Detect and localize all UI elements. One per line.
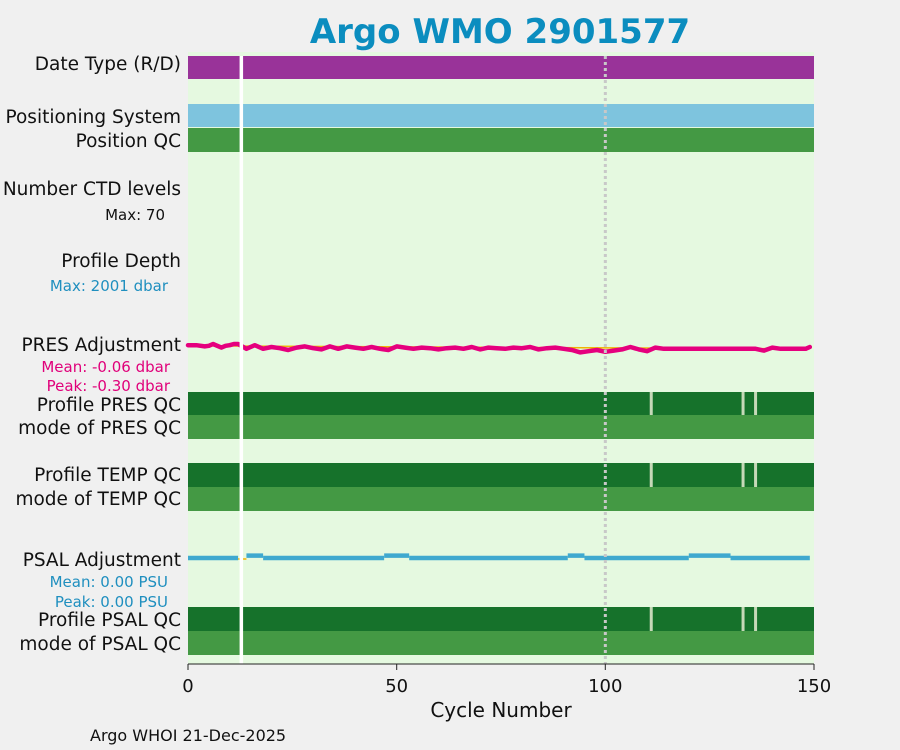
x-tick-label-150: 150 bbox=[797, 676, 831, 697]
profile-psal-qc-flag-136 bbox=[754, 607, 758, 631]
x-tick-label-50: 50 bbox=[385, 676, 408, 697]
panel-bars bbox=[188, 56, 814, 655]
row-label-psal-adjustment: PSAL Adjustment bbox=[23, 550, 181, 571]
positioning-band bbox=[188, 104, 814, 127]
footer-credit: Argo WHOI 21-Dec-2025 bbox=[90, 726, 286, 745]
x-tick-label-0: 0 bbox=[182, 676, 193, 697]
row-label-position-qc: Position QC bbox=[76, 131, 181, 152]
position-qc-band bbox=[188, 128, 814, 152]
row-label-profile-pres-qc: Profile PRES QC bbox=[37, 395, 181, 416]
row-label-positioning-system: Positioning System bbox=[5, 107, 181, 128]
row-label-mode-temp-qc: mode of TEMP QC bbox=[15, 489, 181, 510]
row-label-profile-depth: Profile Depth bbox=[61, 251, 181, 272]
profile-pres-qc-flag-133 bbox=[741, 392, 745, 415]
profile-pres-qc-flag-136 bbox=[754, 392, 758, 415]
profile-psal-qc-flag-133 bbox=[741, 607, 745, 631]
profile-temp-qc-band bbox=[188, 463, 814, 487]
row-label-mode-pres-qc: mode of PRES QC bbox=[18, 418, 181, 439]
profile-temp-qc-flag-133 bbox=[741, 463, 745, 487]
row-label-mode-psal-qc: mode of PSAL QC bbox=[19, 634, 181, 655]
row-label-profile-psal-qc: Profile PSAL QC bbox=[38, 610, 181, 631]
profile-psal-qc-flag-111 bbox=[649, 607, 653, 631]
row-label-profile-temp-qc: Profile TEMP QC bbox=[34, 465, 181, 486]
x-axis: 0 50 100 150 Cycle Number bbox=[182, 663, 831, 722]
plot-overlays bbox=[239, 56, 607, 664]
mode-psal-qc-band bbox=[188, 631, 814, 655]
row-labels: Date Type (R/D) Positioning System Posit… bbox=[3, 54, 181, 655]
profile-depth-max: Max: 2001 dbar bbox=[50, 277, 169, 295]
row-label-ctd-levels: Number CTD levels bbox=[3, 179, 181, 200]
row-label-date-type: Date Type (R/D) bbox=[35, 54, 181, 75]
profile-temp-qc-flag-111 bbox=[649, 463, 653, 487]
chart-title: Argo WMO 2901577 bbox=[310, 12, 690, 52]
row-label-pres-adjustment: PRES Adjustment bbox=[21, 335, 181, 356]
profile-temp-qc-flag-136 bbox=[754, 463, 758, 487]
profile-pres-qc-flag-111 bbox=[649, 392, 653, 415]
adjustment-lines bbox=[185, 341, 813, 561]
profile-psal-qc-band bbox=[188, 607, 814, 631]
date-type-band bbox=[188, 56, 814, 79]
psal-adjustment-mean: Mean: 0.00 PSU bbox=[50, 573, 168, 591]
plot-background bbox=[188, 52, 814, 664]
missing-cycle-gap-12 bbox=[239, 56, 244, 664]
pres-adjustment-mean: Mean: -0.06 dbar bbox=[41, 358, 171, 376]
mode-temp-qc-band bbox=[188, 487, 814, 511]
pres-adjustment-line bbox=[185, 341, 813, 355]
pres-adjustment-peak: Peak: -0.30 dbar bbox=[47, 377, 171, 395]
x-tick-label-100: 100 bbox=[588, 676, 622, 697]
ctd-levels-max: Max: 70 bbox=[105, 206, 165, 224]
x-axis-label: Cycle Number bbox=[430, 698, 572, 722]
plot-area bbox=[185, 52, 814, 664]
psal-adjustment-peak: Peak: 0.00 PSU bbox=[55, 593, 168, 611]
mode-pres-qc-band bbox=[188, 415, 814, 439]
profile-pres-qc-band bbox=[188, 392, 814, 415]
